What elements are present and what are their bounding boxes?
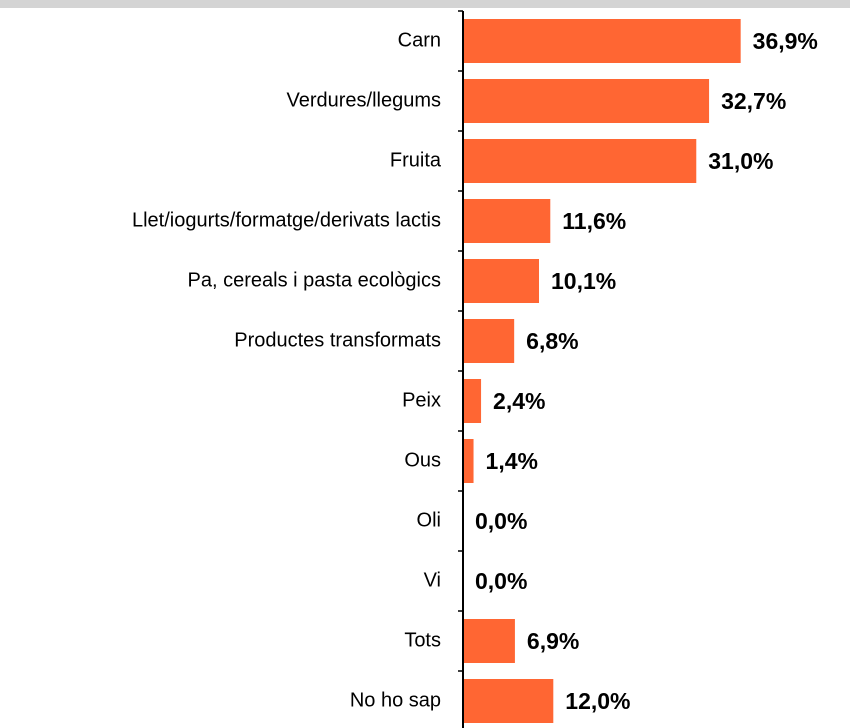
category-label: Verdures/llegums	[286, 89, 441, 111]
value-label: 0,0%	[475, 568, 527, 594]
value-label: 2,4%	[493, 388, 545, 414]
value-label: 6,9%	[527, 628, 579, 654]
bar	[463, 439, 474, 483]
category-label: Fruita	[390, 149, 442, 171]
bar	[463, 139, 697, 183]
value-label: 12,0%	[565, 688, 630, 714]
category-label: No ho sap	[350, 689, 441, 711]
category-label: Llet/iogurts/formatge/derivats lactis	[132, 209, 441, 231]
category-label: Oli	[417, 509, 441, 531]
value-label: 36,9%	[753, 28, 818, 54]
value-label: 0,0%	[475, 508, 527, 534]
category-label: Ous	[404, 449, 441, 471]
value-label: 11,6%	[562, 208, 626, 234]
value-label: 10,1%	[551, 268, 616, 294]
bar	[463, 379, 482, 423]
value-label: 31,0%	[708, 148, 773, 174]
value-label: 6,8%	[526, 328, 578, 354]
bar	[463, 199, 551, 243]
category-label: Tots	[404, 629, 441, 651]
category-label: Pa, cereals i pasta ecològics	[188, 269, 441, 291]
bar	[463, 619, 515, 663]
value-label: 1,4%	[486, 448, 538, 474]
bar	[463, 79, 710, 123]
bar	[463, 259, 540, 303]
top-strip	[0, 0, 850, 8]
bar	[463, 19, 741, 63]
value-label: 32,7%	[721, 88, 786, 114]
bar	[463, 679, 554, 723]
bar	[463, 319, 515, 363]
category-label: Carn	[398, 29, 441, 51]
category-label: Peix	[402, 389, 441, 411]
category-label: Vi	[424, 569, 441, 591]
category-label: Productes transformats	[234, 329, 441, 351]
